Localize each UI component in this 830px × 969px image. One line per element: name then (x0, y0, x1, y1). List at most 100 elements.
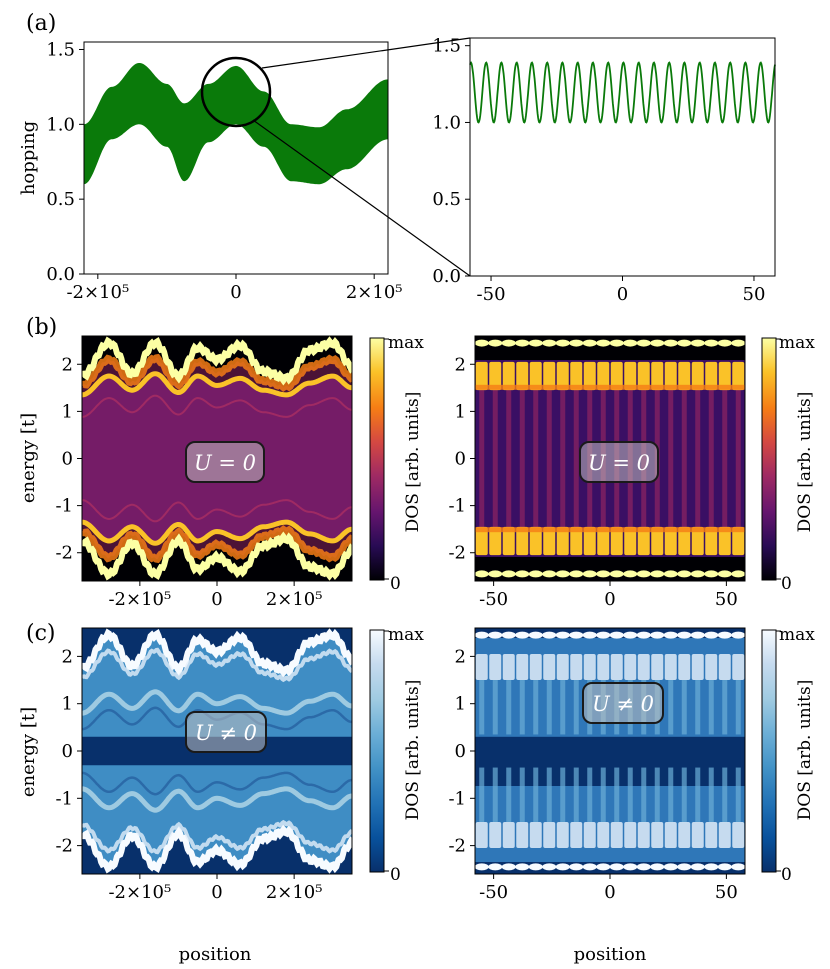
dos-dot (690, 339, 705, 347)
y-tick-label: -2 (448, 543, 466, 564)
colorbar-max-label: max (779, 625, 815, 645)
dos-dot (731, 863, 745, 871)
dos-block (718, 654, 731, 681)
x-tick-label: 50 (715, 589, 738, 610)
dos-column (492, 767, 498, 822)
y-tick-label: 0 (455, 449, 466, 470)
colorbar-title: DOS [arb. units] (795, 392, 815, 533)
dos-block (678, 361, 691, 391)
dos-block (489, 654, 502, 681)
dos-dot (731, 339, 745, 347)
dos-block (678, 821, 691, 848)
dos-heatmap-c-right: -2 -1 0 1 2 -50 0 50 (448, 627, 746, 903)
dos-column (506, 387, 512, 530)
y-tick-label: 1.0 (432, 112, 461, 133)
dos-dot (488, 631, 503, 639)
dos-block (651, 654, 664, 681)
dos-block (610, 361, 623, 391)
dos-block (678, 526, 691, 556)
y-tick-label: 1 (62, 401, 73, 422)
dos-block (570, 526, 583, 556)
dos-dot (596, 570, 611, 578)
annotation-badge: U = 0 (185, 441, 265, 483)
dos-dot (704, 863, 719, 871)
dos-block (475, 526, 488, 556)
dos-block (637, 361, 650, 391)
dos-block (705, 821, 718, 848)
dos-block (691, 526, 704, 556)
dos-dot (528, 339, 543, 347)
dos-dot (609, 570, 624, 578)
dos-dot (677, 339, 692, 347)
annotation-u-nonzero: U ≠ 0 (592, 692, 654, 716)
dos-column (573, 680, 579, 735)
x-tick-label: -2×10⁵ (108, 589, 171, 610)
colorbar-zero-label: 0 (781, 574, 792, 594)
dos-dot (542, 570, 557, 578)
y-tick-label: 0.5 (432, 189, 461, 210)
dos-block (610, 821, 623, 848)
x-tick-label: -50 (477, 284, 506, 305)
dos-dot (488, 339, 503, 347)
dos-block (489, 821, 502, 848)
dos-dot (636, 339, 651, 347)
energy-axis-label: energy [t] (18, 413, 39, 503)
dos-dot (475, 863, 489, 871)
dos-column (614, 767, 620, 822)
colorbar-max-label: max (388, 333, 424, 353)
dos-dot (515, 631, 530, 639)
dos-block (732, 361, 745, 391)
dos-block (664, 526, 677, 556)
dos-column (681, 387, 687, 530)
hopping-band (84, 63, 388, 185)
dos-dot (488, 570, 503, 578)
dos-block (705, 526, 718, 556)
dos-column (546, 680, 552, 735)
colorbar-zero-label: 0 (390, 574, 401, 594)
dos-dot (717, 570, 732, 578)
dos-block (637, 526, 650, 556)
dos-block (705, 654, 718, 681)
annotation-u-zero: U = 0 (194, 451, 256, 475)
y-tick-label: -1 (55, 496, 73, 517)
dos-dot (515, 339, 530, 347)
hopping-axis-label: hopping (18, 121, 39, 195)
dos-column (560, 387, 566, 530)
dos-block (516, 526, 529, 556)
dos-block (583, 821, 596, 848)
dos-dot (555, 863, 570, 871)
dos-column (573, 767, 579, 822)
dos-dot (717, 863, 732, 871)
dos-block (543, 526, 556, 556)
y-tick-label: 1 (62, 694, 73, 715)
dos-column (641, 767, 647, 822)
x-tick-label: 2×10⁵ (266, 589, 323, 610)
y-tick-label: -1 (448, 788, 466, 809)
dos-dot (475, 570, 489, 578)
dos-column (533, 680, 539, 735)
x-tick-label: -2×10⁵ (108, 882, 171, 903)
dos-dot (609, 339, 624, 347)
dos-dot (636, 863, 651, 871)
hopping-oscillation-line (469, 61, 776, 124)
dos-column (708, 767, 714, 822)
x-tick-label: 50 (743, 284, 766, 305)
colorbar-zero-label: 0 (781, 865, 792, 885)
x-tick-label: 2×10⁵ (266, 882, 323, 903)
energy-axis-label: energy [t] (18, 707, 39, 797)
dos-dot (704, 631, 719, 639)
dos-dot (677, 570, 692, 578)
dos-column (681, 680, 687, 735)
colorbar-b-right: max 0 DOS [arb. units] (761, 333, 815, 594)
dos-block (732, 654, 745, 681)
dos-block (691, 654, 704, 681)
colorbar-c-left: max 0 DOS [arb. units] (369, 625, 424, 885)
dos-block (732, 526, 745, 556)
dos-dot (650, 339, 665, 347)
dos-dot (569, 339, 584, 347)
y-tick-label: 2 (62, 354, 73, 375)
dos-block (502, 821, 515, 848)
colorbar-c-right: max 0 DOS [arb. units] (761, 625, 815, 885)
dos-dot (623, 570, 638, 578)
dos-block (502, 361, 515, 391)
